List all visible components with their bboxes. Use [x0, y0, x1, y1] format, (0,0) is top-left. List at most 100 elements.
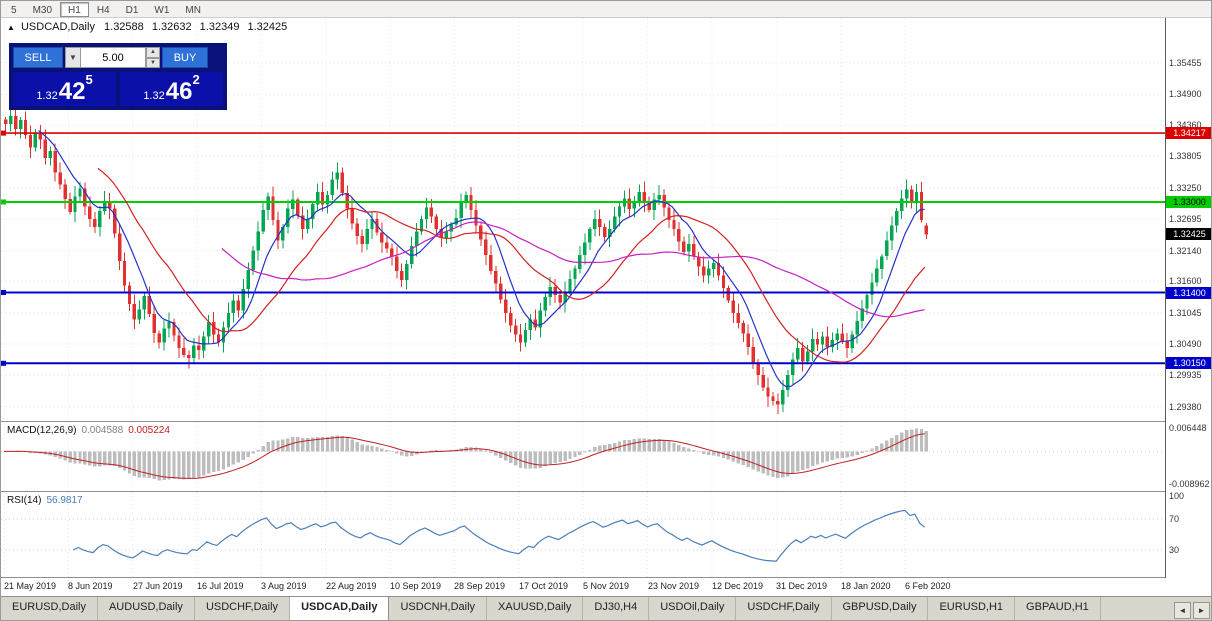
tab-scroll-right-icon[interactable]: ► — [1193, 601, 1210, 619]
price-axis-label: 1.33250 — [1169, 182, 1202, 193]
chart-symbol-label: USDCAD,Daily — [20, 21, 95, 33]
buy-price-big: 46 — [165, 78, 193, 105]
chart-tabs: EURUSD,Daily AUDUSD,Daily USDCHF,Daily USDC… — [1, 596, 1211, 620]
chart-tab-usdcnh[interactable]: USDCNH,Daily — [389, 597, 488, 620]
level-price-badge: 1.31400 — [1166, 286, 1211, 299]
lot-decrease-button[interactable]: ▼ — [146, 57, 160, 68]
rsi-value: 56.9817 — [46, 495, 83, 506]
price-axis[interactable]: 1.35455 1.34900 1.34360 1.33805 1.33250 1.326… — [1165, 18, 1211, 578]
lot-spinner: ▲ ▼ — [146, 47, 160, 68]
lot-size-input[interactable] — [81, 47, 146, 68]
macd-pane[interactable] — [1, 422, 1165, 491]
level-price-badge: 1.34217 — [1166, 127, 1211, 140]
date-axis-label: 23 Nov 2019 — [648, 581, 700, 591]
date-axis-label: 10 Sep 2019 — [390, 581, 442, 591]
pane-separator-rsi[interactable] — [1, 491, 1211, 492]
macd-axis-max: 0.006448 — [1169, 423, 1207, 433]
date-axis-label: 28 Sep 2019 — [454, 581, 506, 591]
chart-tab-usdcad[interactable]: USDCAD,Daily — [290, 597, 390, 620]
tab-scroll-left-icon[interactable]: ◄ — [1174, 601, 1191, 619]
chart-tab-gbpusd[interactable]: GBPUSD,Daily — [832, 597, 929, 620]
price-axis-label: 1.29380 — [1169, 401, 1202, 412]
pane-separator-macd[interactable] — [1, 421, 1211, 422]
price-axis-label: 1.34360 — [1169, 119, 1202, 130]
collapse-triangle-icon[interactable]: ▲ — [7, 23, 15, 32]
price-axis-label: 1.31600 — [1169, 276, 1202, 287]
date-axis-label: 17 Oct 2019 — [519, 581, 569, 591]
rsi-axis-label: 30 — [1169, 544, 1180, 555]
chart-tab-xauusd[interactable]: XAUUSD,Daily — [487, 597, 584, 620]
chart-tab-gbpaud[interactable]: GBPAUD,H1 — [1015, 597, 1101, 620]
ohlc-open: 1.32588 — [104, 21, 144, 33]
price-axis-label: 1.30490 — [1169, 339, 1202, 350]
sell-price-sup: 5 — [85, 72, 93, 87]
sell-price-display[interactable]: 1.32 42 5 — [13, 72, 116, 106]
lot-size-control: ▼ ▲ ▼ — [65, 47, 160, 68]
macd-signal-value: 0.005224 — [128, 425, 170, 436]
price-axis-label: 1.35455 — [1169, 57, 1202, 68]
price-axis-label: 1.31045 — [1169, 307, 1202, 318]
level-price-badge: 1.30150 — [1166, 357, 1211, 370]
timeframe-button-w1[interactable]: W1 — [146, 2, 177, 17]
chart-tab-usdoil[interactable]: USDOil,Daily — [649, 597, 737, 620]
rsi-axis-label: 70 — [1169, 514, 1180, 525]
date-axis-label: 12 Dec 2019 — [712, 581, 764, 591]
date-axis-label: 3 Aug 2019 — [261, 581, 307, 591]
level-price-badge: 1.33000 — [1166, 195, 1211, 208]
tab-scroll-controls: ◄ ► — [1172, 597, 1211, 620]
chart-tab-audusd[interactable]: AUDUSD,Daily — [98, 597, 195, 620]
chart-area: 1.35455 1.34900 1.34360 1.33805 1.33250 1.326… — [1, 18, 1211, 596]
date-axis-label: 8 Jun 2019 — [68, 581, 113, 591]
timeframe-toolbar: 5 M30 H1 H4 D1 W1 MN — [1, 1, 1211, 18]
price-axis-label: 1.32140 — [1169, 245, 1202, 256]
chart-tab-dj30[interactable]: DJ30,H4 — [583, 597, 650, 620]
macd-indicator-label: MACD(12,26,9) 0.004588 0.005224 — [7, 425, 170, 436]
timeframe-button-h1[interactable]: H1 — [60, 1, 89, 17]
date-axis-label: 5 Nov 2019 — [583, 581, 630, 591]
date-axis-label: 27 Jun 2019 — [133, 581, 183, 591]
buy-price-display[interactable]: 1.32 46 2 — [120, 72, 223, 106]
sell-price-prefix: 1.32 — [36, 90, 58, 102]
chart-tab-eurusd[interactable]: EURUSD,H1 — [928, 597, 1016, 620]
price-axis-label: 1.32695 — [1169, 214, 1202, 225]
ohlc-close: 1.32425 — [247, 21, 288, 33]
price-axis-label: 1.29935 — [1169, 370, 1202, 381]
macd-axis-min: -0.008962 — [1169, 479, 1210, 489]
chart-tab-usdchf[interactable]: USDCHF,Daily — [195, 597, 291, 620]
timeframe-button-m30[interactable]: M30 — [25, 2, 60, 17]
lot-dropdown-button[interactable]: ▼ — [65, 47, 81, 68]
date-axis-label: 16 Jul 2019 — [197, 581, 244, 591]
date-axis-label: 31 Dec 2019 — [776, 581, 828, 591]
timeframe-button-d1[interactable]: D1 — [118, 2, 147, 17]
buy-price-prefix: 1.32 — [143, 90, 165, 102]
rsi-name: RSI(14) — [7, 495, 42, 506]
timeframe-button-h4[interactable]: H4 — [89, 2, 118, 17]
macd-main-value: 0.004588 — [81, 425, 124, 436]
date-axis-label: 6 Feb 2020 — [905, 581, 951, 591]
sell-price-big: 42 — [58, 78, 86, 105]
price-pane[interactable] — [1, 18, 1165, 421]
current-price-badge: 1.32425 — [1166, 228, 1211, 241]
sell-button[interactable]: SELL — [13, 47, 63, 68]
chart-tab-eurusd[interactable]: EURUSD,Daily — [1, 597, 98, 620]
timeframe-button-mn[interactable]: MN — [177, 2, 209, 17]
rsi-indicator-label: RSI(14) 56.9817 — [7, 495, 83, 506]
price-axis-label: 1.33805 — [1169, 151, 1202, 162]
price-axis-label: 1.34900 — [1169, 89, 1202, 100]
rsi-pane[interactable] — [1, 492, 1165, 577]
chart-tab-usdchf[interactable]: USDCHF,Daily — [736, 597, 832, 620]
date-axis[interactable]: 21 May 2019 8 Jun 2019 27 Jun 2019 16 Jul 2… — [1, 578, 1165, 596]
timeframe-button-5[interactable]: 5 — [3, 2, 25, 17]
date-axis-label: 18 Jan 2020 — [841, 581, 891, 591]
ohlc-high: 1.32632 — [151, 21, 192, 33]
lot-increase-button[interactable]: ▲ — [146, 47, 160, 58]
buy-price-sup: 2 — [192, 72, 200, 87]
ohlc-low: 1.32349 — [199, 21, 240, 33]
date-axis-separator — [1, 577, 1211, 578]
rsi-axis-label: 100 — [1169, 491, 1185, 501]
macd-name: MACD(12,26,9) — [7, 425, 77, 436]
buy-button[interactable]: BUY — [162, 47, 208, 68]
date-axis-label: 22 Aug 2019 — [326, 581, 377, 591]
